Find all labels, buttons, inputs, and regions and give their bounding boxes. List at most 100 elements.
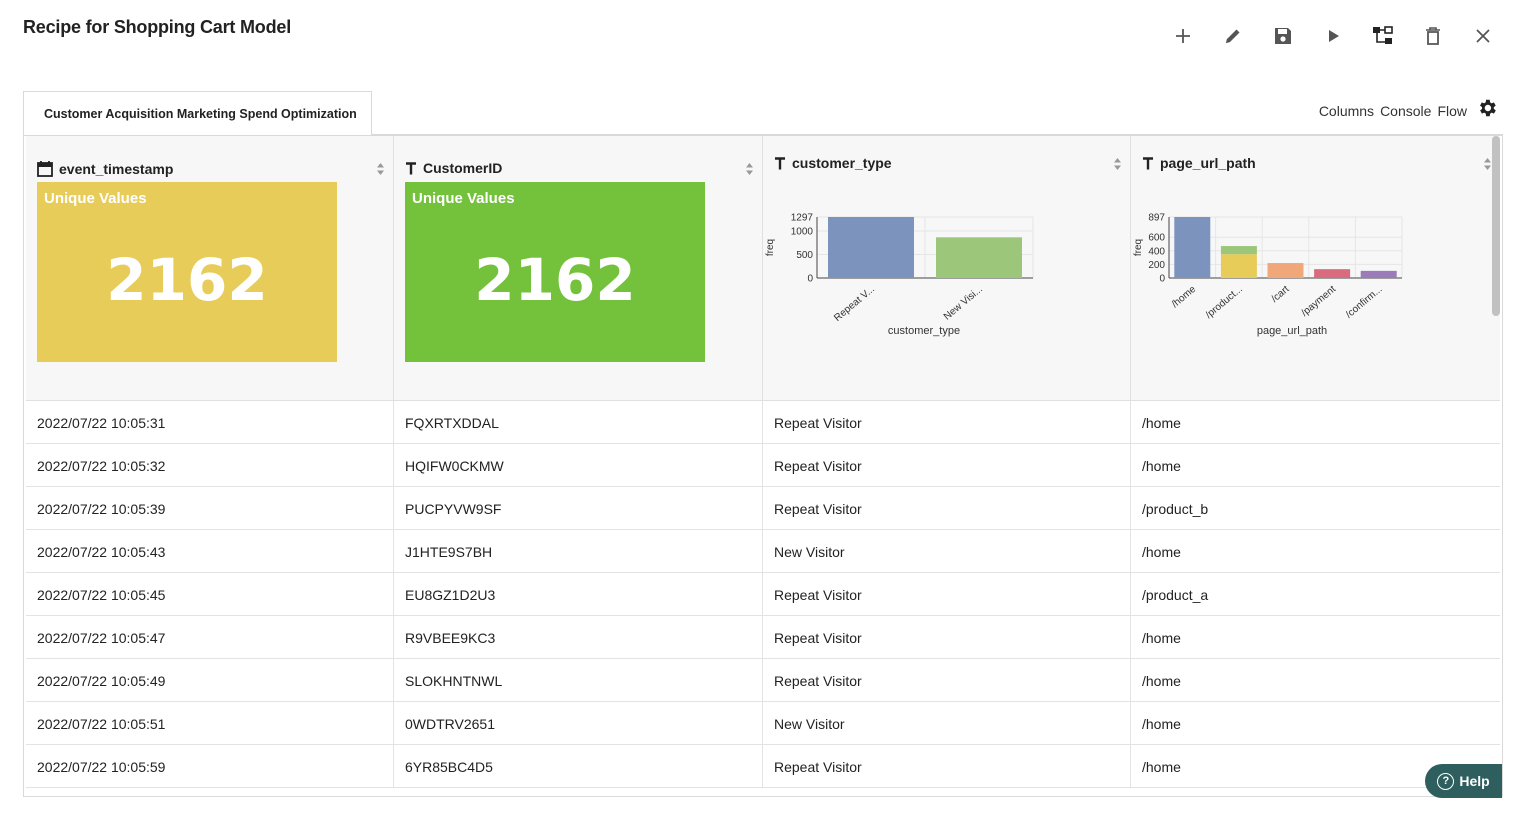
cell-customerid: PUCPYVW9SF — [394, 487, 763, 530]
columns-link[interactable]: Columns — [1318, 103, 1375, 119]
column-header-event-timestamp[interactable]: event_timestamp Unique Values 2162 — [26, 136, 394, 401]
bar[interactable] — [828, 217, 914, 278]
unique-values-card: Unique Values 2162 — [405, 182, 705, 362]
cell-customer-type: New Visitor — [763, 530, 1131, 573]
table-row[interactable]: 2022/07/22 10:05:32 HQIFW0CKMW Repeat Visi… — [26, 444, 1500, 487]
table-row[interactable]: 2022/07/22 10:05:45 EU8GZ1D2U3 Repeat Visi… — [26, 573, 1500, 616]
y-tick-label: 0 — [807, 274, 813, 285]
cell-customerid: HQIFW0CKMW — [394, 444, 763, 487]
sort-icon[interactable] — [376, 162, 385, 176]
y-axis-label: freq — [765, 239, 776, 256]
x-tick-label: /payment — [1299, 284, 1338, 319]
table-row[interactable]: 2022/07/22 10:05:49 SLOKHNTNWL Repeat Visi… — [26, 659, 1500, 702]
unique-values-card: Unique Values 2162 — [37, 182, 337, 362]
help-button[interactable]: ? Help — [1425, 764, 1502, 798]
x-tick-label: Repeat V... — [832, 284, 877, 324]
vertical-scrollbar[interactable] — [1492, 136, 1500, 316]
cell-page-url-path: /product_a — [1142, 586, 1209, 603]
question-icon: ? — [1437, 772, 1455, 790]
table-row[interactable]: 2022/07/22 10:05:31 FQXRTXDDAL Repeat Visi… — [26, 401, 1500, 444]
toolbar — [1158, 22, 1508, 50]
table-row[interactable]: 2022/07/22 10:05:39 PUCPYVW9SF Repeat Visi… — [26, 487, 1500, 530]
grid-header: event_timestamp Unique Values 2162 Custo… — [26, 136, 1500, 401]
cell-customer-type: Repeat Visitor — [763, 745, 1131, 788]
x-tick-label: New Visi... — [942, 284, 985, 323]
cell-page-url-path: /product_b — [1142, 500, 1209, 517]
cell-customerid: 0WDTRV2651 — [394, 702, 763, 745]
sort-icon[interactable] — [1113, 157, 1122, 171]
bar[interactable] — [1220, 254, 1257, 278]
panel-links: Columns Console Flow — [1319, 103, 1467, 119]
x-tick-label: /product... — [1204, 284, 1245, 321]
cell-event-timestamp: 2022/07/22 10:05:49 — [26, 659, 394, 702]
y-axis-label: freq — [1133, 239, 1144, 256]
y-tick-label: 1297 — [791, 213, 814, 224]
x-tick-label: /home — [1170, 284, 1199, 311]
bar[interactable] — [936, 237, 1022, 278]
cell-page-url-path: /home — [1142, 715, 1181, 732]
column-name: page_url_path — [1160, 155, 1256, 171]
run-button[interactable] — [1308, 22, 1358, 50]
column-header-customer-type[interactable]: customer_type 1297 1000 500 0 Repeat V... New… — [763, 136, 1131, 401]
cell-page-url-path: /home — [1142, 758, 1181, 775]
table-row[interactable]: 2022/07/22 10:05:59 6YR85BC4D5 Repeat Visi… — [26, 745, 1500, 788]
table-row[interactable]: 2022/07/22 10:05:43 J1HTE9S7BH New Visitor… — [26, 530, 1500, 573]
gear-icon[interactable] — [1476, 97, 1498, 119]
save-button[interactable] — [1258, 22, 1308, 50]
cell-customer-type: Repeat Visitor — [763, 659, 1131, 702]
x-axis-label: customer_type — [888, 325, 960, 337]
cell-page-url-path: /home — [1142, 543, 1181, 560]
flow-view-button[interactable] — [1358, 22, 1408, 50]
cell-event-timestamp: 2022/07/22 10:05:32 — [26, 444, 394, 487]
tab-recipe[interactable]: Customer Acquisition Marketing Spend Opt… — [23, 91, 372, 135]
close-button[interactable] — [1458, 22, 1508, 50]
table-row[interactable]: 2022/07/22 10:05:51 0WDTRV2651 New Visitor… — [26, 702, 1500, 745]
flow-tree-icon — [1373, 26, 1393, 44]
page-url-path-bar-chart: 897 600 400 200 0/home/product... /cart/payme… — [1133, 213, 1403, 337]
cell-customer-type: Repeat Visitor — [763, 401, 1131, 444]
cell-customer-type: Repeat Visitor — [763, 573, 1131, 616]
cell-customerid: SLOKHNTNWL — [394, 659, 763, 702]
add-button[interactable] — [1158, 22, 1208, 50]
sort-icon[interactable] — [1483, 157, 1492, 171]
cell-customer-type: Repeat Visitor — [763, 444, 1131, 487]
cell-customer-type: New Visitor — [763, 702, 1131, 745]
save-icon — [1275, 28, 1291, 44]
unique-count: 2162 — [106, 246, 268, 314]
cell-page-url-path: /home — [1142, 414, 1181, 431]
flow-link[interactable]: Flow — [1437, 103, 1467, 119]
column-name: event_timestamp — [59, 160, 174, 177]
cell-event-timestamp: 2022/07/22 10:05:31 — [26, 401, 394, 444]
bar[interactable] — [1174, 217, 1211, 278]
text-type-icon — [775, 156, 785, 169]
data-grid: event_timestamp Unique Values 2162 Custo… — [23, 134, 1503, 797]
cell-customerid: 6YR85BC4D5 — [394, 745, 763, 788]
column-header-page-url-path[interactable]: page_url_path 897 600 400 200 0/home/product… — [1131, 136, 1500, 401]
help-label: Help — [1459, 773, 1490, 789]
bar[interactable] — [1220, 246, 1257, 255]
cell-customerid: R9VBEE9KC3 — [394, 616, 763, 659]
cell-page-url-path: /home — [1142, 629, 1181, 646]
table-row[interactable]: 2022/07/22 10:05:47 R9VBEE9KC3 Repeat Visi… — [26, 616, 1500, 659]
cell-customerid: FQXRTXDDAL — [394, 401, 763, 444]
cell-event-timestamp: 2022/07/22 10:05:51 — [26, 702, 394, 745]
bar[interactable] — [1360, 270, 1397, 278]
delete-button[interactable] — [1408, 22, 1458, 50]
sort-icon[interactable] — [745, 162, 754, 176]
x-tick-label: /confirm... — [1344, 284, 1385, 321]
cell-event-timestamp: 2022/07/22 10:05:45 — [26, 573, 394, 616]
summary-label: Unique Values — [44, 190, 147, 207]
cell-event-timestamp: 2022/07/22 10:05:47 — [26, 616, 394, 659]
column-header-customerid[interactable]: CustomerID Unique Values 2162 — [394, 136, 763, 401]
x-axis-label: page_url_path — [1257, 325, 1327, 337]
bar[interactable] — [1267, 263, 1304, 278]
trash-icon — [1426, 27, 1440, 45]
text-type-icon — [1143, 156, 1153, 169]
plus-icon — [1176, 29, 1190, 43]
edit-button[interactable] — [1208, 22, 1258, 50]
bar[interactable] — [1314, 269, 1351, 278]
cell-customer-type: Repeat Visitor — [763, 487, 1131, 530]
text-type-icon — [406, 161, 416, 174]
cell-page-url-path: /home — [1142, 457, 1181, 474]
console-link[interactable]: Console — [1380, 103, 1432, 119]
